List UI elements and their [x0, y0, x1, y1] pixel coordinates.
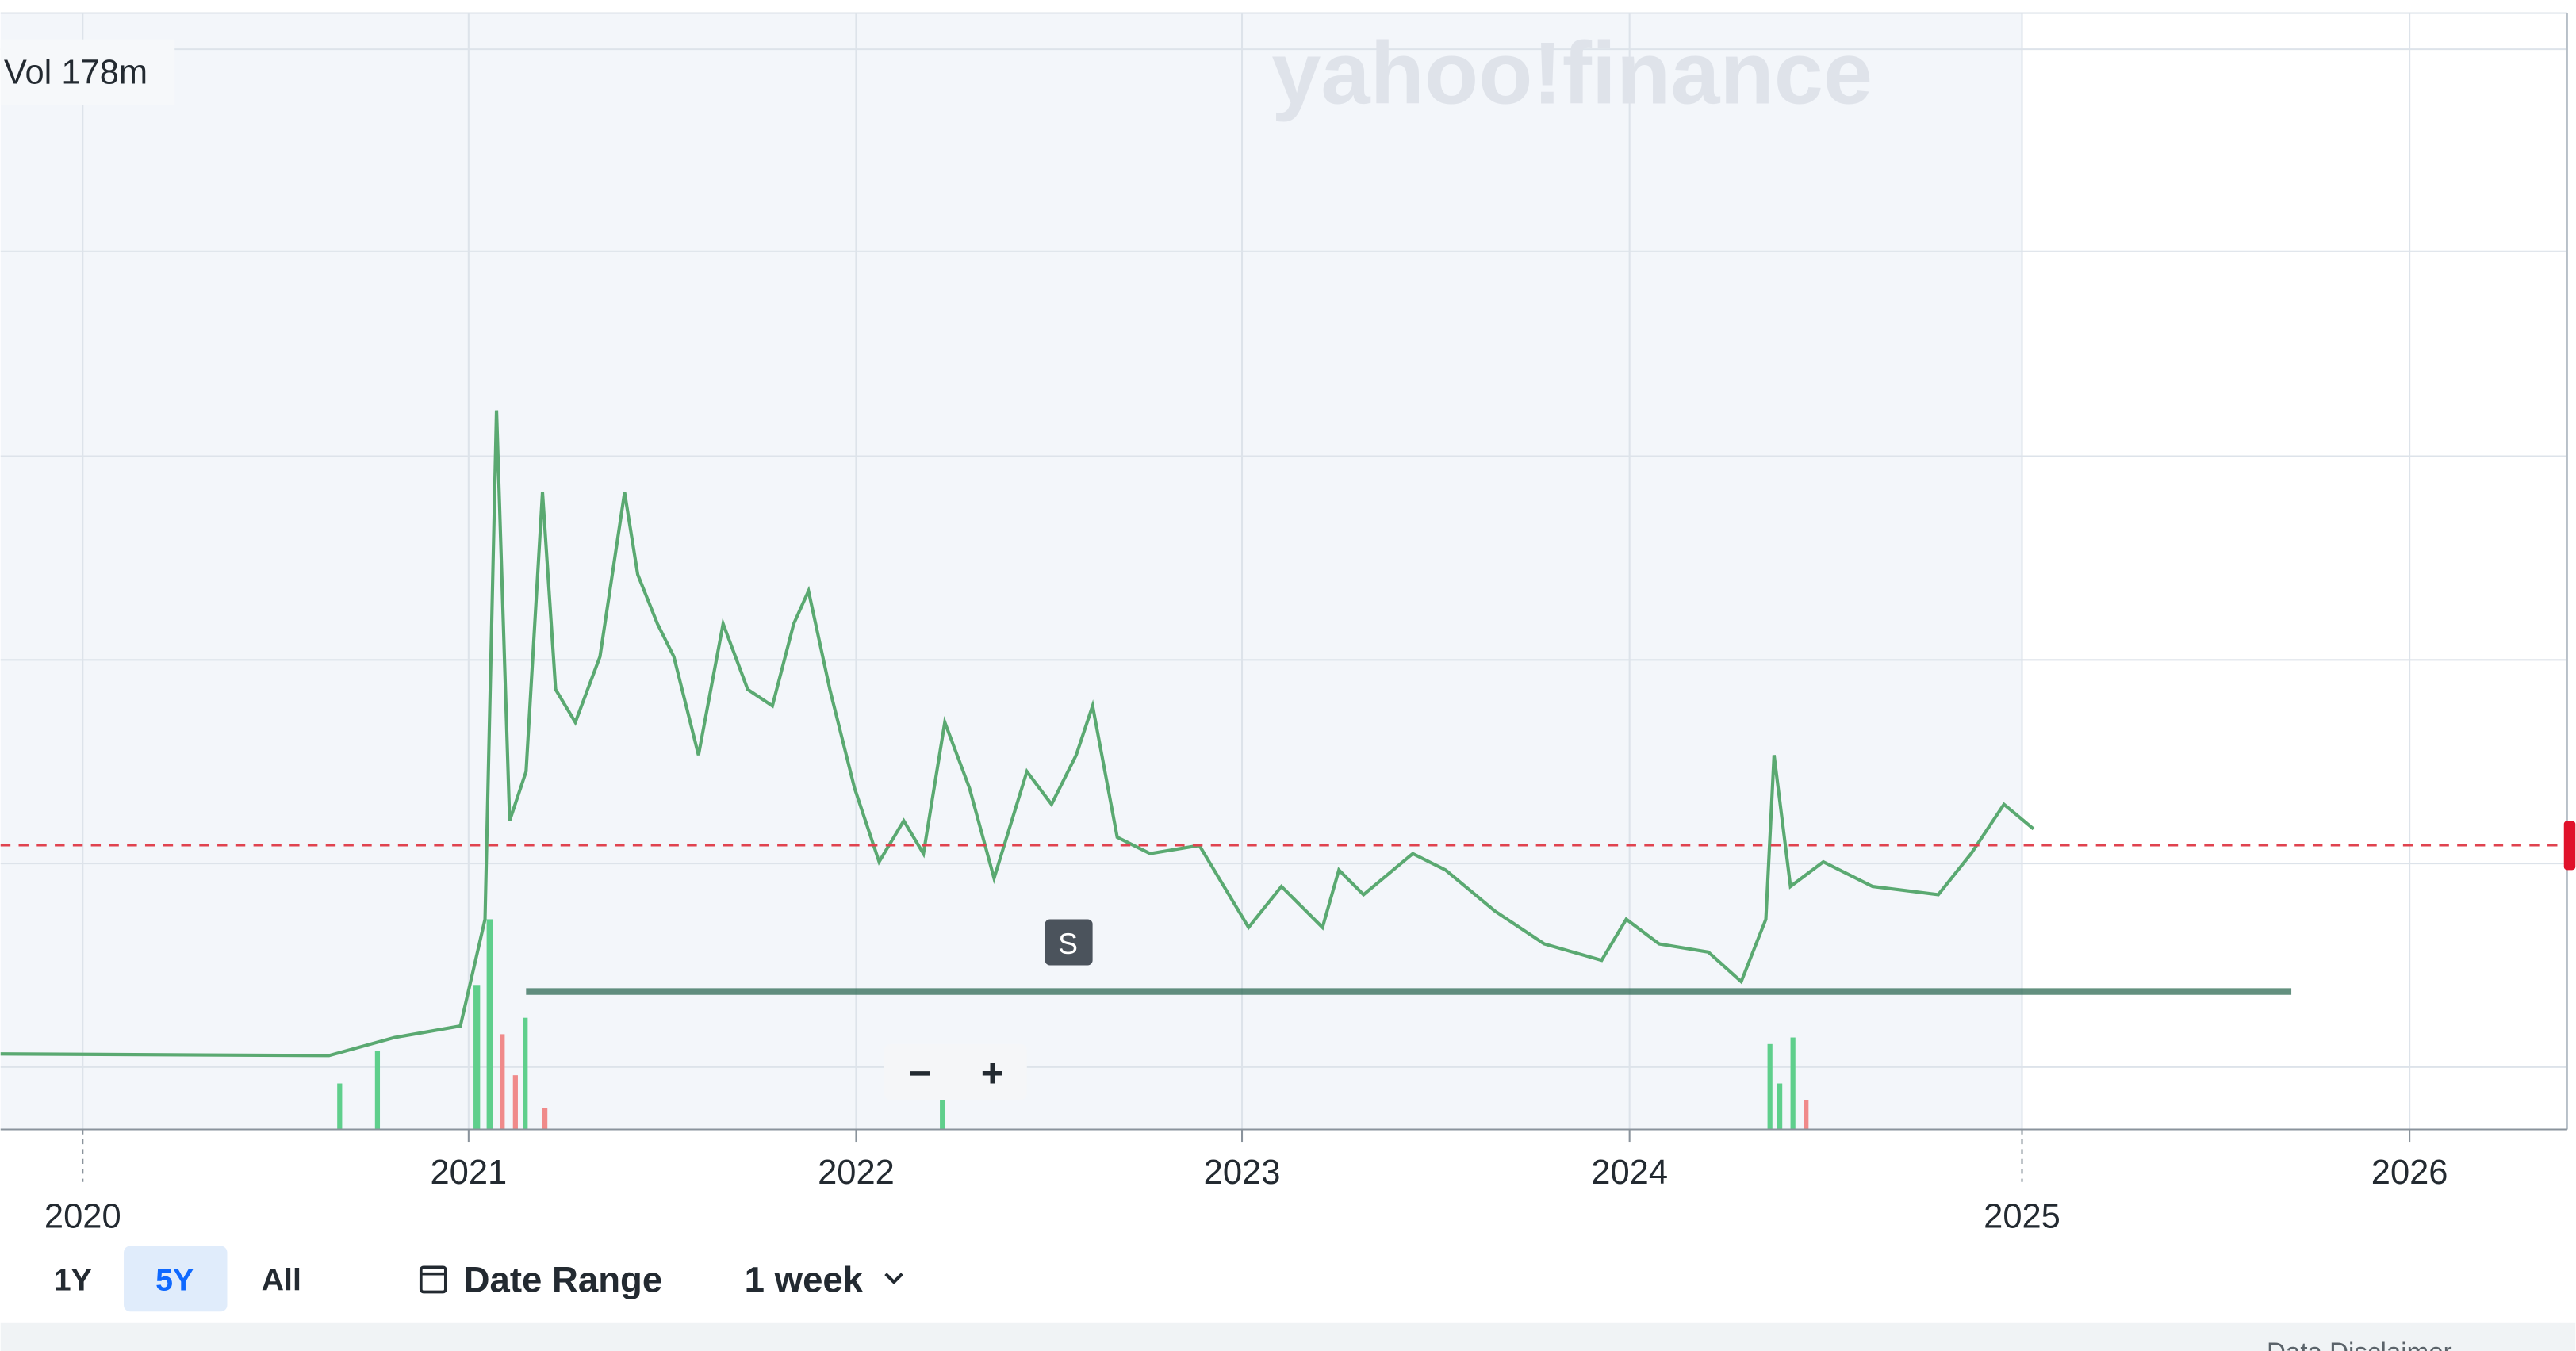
x-axis-labels: 2020 2021 2022 2023 2024 2025 2026 [44, 1129, 2448, 1236]
interval-select[interactable]: 1 week [745, 1259, 864, 1299]
date-range-button[interactable]: Date Range [464, 1259, 663, 1299]
calendar-icon [419, 1265, 447, 1294]
vertical-grid [82, 13, 2411, 1130]
zoom-box [884, 1043, 1027, 1100]
range-button[interactable]: All [262, 1262, 301, 1297]
footer-band [0, 1322, 2576, 1351]
marker-box[interactable] [1045, 919, 1093, 966]
x-axis-label: 2022 [818, 1154, 895, 1192]
x-axis-label: 2021 [430, 1154, 507, 1192]
x-axis-label: 2026 [2371, 1154, 2448, 1192]
x-axis-label: 2024 [1591, 1154, 1668, 1192]
footer-link[interactable]: Data Disclaimer [2267, 1338, 2452, 1351]
range-button[interactable]: 5Y [155, 1262, 194, 1297]
marker[interactable]: S [1058, 927, 1078, 960]
grid [0, 12, 2568, 1130]
volume-bars-down [500, 1034, 1809, 1130]
volume-label-box [0, 39, 175, 105]
zoom-out[interactable]: − [909, 1051, 932, 1096]
volume-bars [337, 919, 1796, 1130]
price-trace [0, 410, 2035, 1058]
x-axis-label: 2020 [44, 1198, 121, 1236]
plot-shade [0, 13, 2022, 1130]
x-axis-label: 2025 [1984, 1198, 2060, 1236]
zoom-in[interactable]: + [981, 1051, 1004, 1096]
x-axis-label: 2023 [1204, 1154, 1281, 1192]
price-flag [2563, 821, 2576, 871]
range-buttons: 1Y 5Y All [54, 1262, 301, 1297]
watermark: yahoo!finance [1271, 23, 1873, 122]
interval-chevron[interactable] [884, 1273, 903, 1284]
selected-range-bg [124, 1246, 228, 1312]
range-button[interactable]: 1Y [54, 1262, 92, 1297]
volume-label: Vol 178m [4, 54, 148, 92]
